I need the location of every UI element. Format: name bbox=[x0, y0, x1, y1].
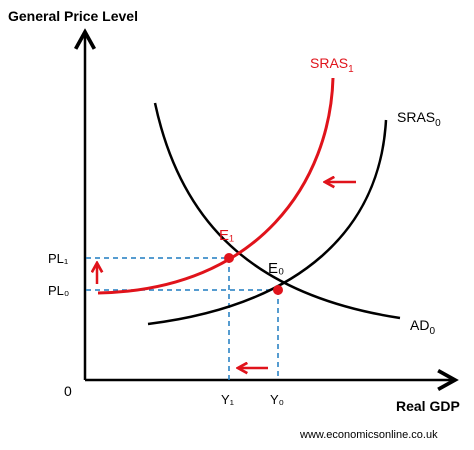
origin-label: 0 bbox=[64, 383, 72, 399]
sras0-curve bbox=[147, 119, 388, 326]
y-axis-label: General Price Level bbox=[8, 8, 138, 24]
sras0-label-sub: 0 bbox=[435, 118, 441, 129]
sras1-label-sub: 1 bbox=[348, 64, 354, 75]
source-url: www.economicsonline.co.uk bbox=[299, 429, 438, 441]
e1-label: E₁ bbox=[219, 227, 234, 244]
ad0-label-sub: 0 bbox=[429, 326, 435, 337]
sras0-label-main: SRAS bbox=[397, 109, 435, 125]
e0-label: E₀ bbox=[268, 260, 284, 277]
guide-lines bbox=[86, 257, 279, 380]
ad0-label: AD0 bbox=[410, 317, 435, 337]
sras1-curve bbox=[97, 77, 335, 295]
pl1-label: PL₁ bbox=[48, 251, 69, 266]
y0-label: Y₀ bbox=[270, 392, 284, 407]
sras1-label: SRAS1 bbox=[310, 55, 354, 75]
x-axis-label: Real GDP bbox=[396, 398, 460, 414]
ad0-label-main: AD bbox=[410, 317, 429, 333]
e1-point bbox=[224, 253, 234, 263]
y1-label: Y₁ bbox=[221, 392, 235, 407]
sras1-label-main: SRAS bbox=[310, 55, 348, 71]
e0-point bbox=[273, 285, 283, 295]
pl0-label: PL₀ bbox=[48, 283, 69, 298]
ad0-curve bbox=[153, 102, 401, 320]
sras0-label: SRAS0 bbox=[397, 109, 441, 129]
